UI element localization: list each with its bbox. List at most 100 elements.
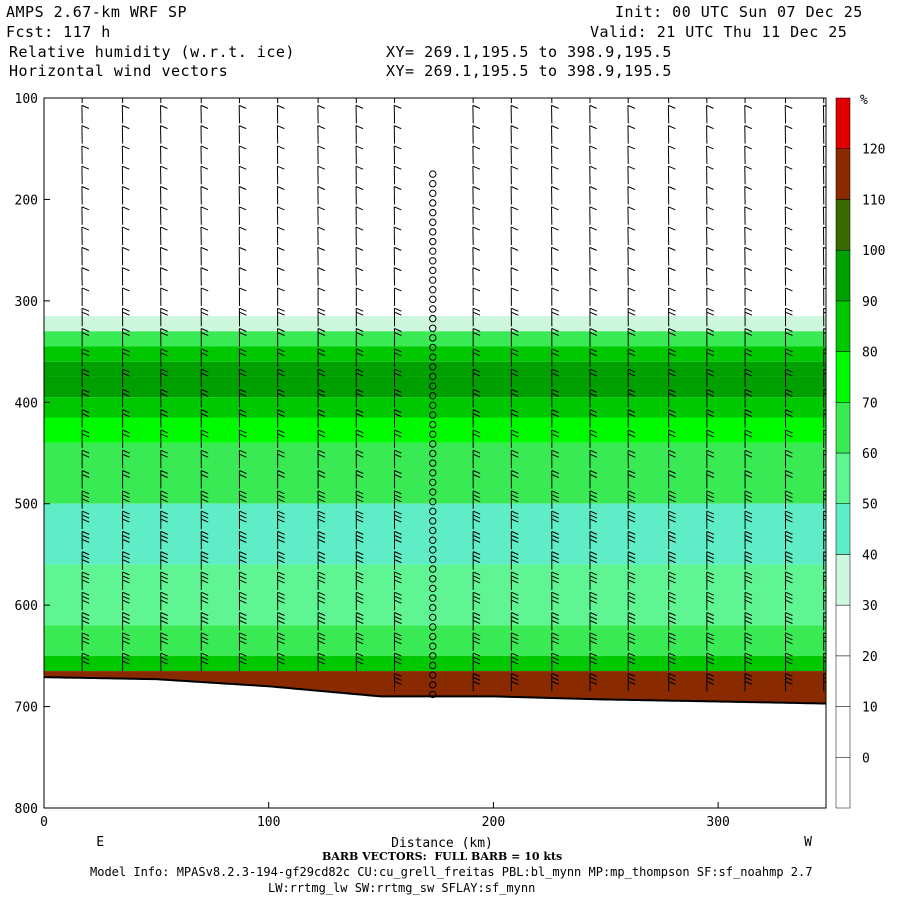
- barb-feather: [122, 559, 130, 564]
- barb-feather: [394, 392, 402, 397]
- barb-feather: [239, 307, 247, 312]
- calm-wind-circle: [429, 180, 437, 188]
- barb-feather: [785, 660, 793, 665]
- calm-wind-circle: [429, 536, 437, 544]
- barb-feather: [472, 595, 481, 600]
- barb-feather: [627, 409, 636, 414]
- barb-feather: [238, 206, 247, 211]
- barb-feather: [706, 165, 714, 170]
- barb-feather: [239, 433, 247, 438]
- barb-feather: [317, 413, 326, 418]
- barb-feather: [200, 372, 209, 377]
- barb-feather: [589, 579, 598, 584]
- barb-feather: [823, 104, 826, 108]
- barb-feather: [81, 559, 90, 564]
- barb-feather: [277, 514, 285, 519]
- barb-feather: [785, 514, 793, 519]
- barb-feather: [589, 551, 598, 556]
- barb-feather: [589, 186, 597, 190]
- barb-feather: [239, 534, 247, 539]
- barb-feather: [627, 206, 636, 211]
- barb-feather: [823, 534, 826, 537]
- barb-feather: [160, 388, 168, 393]
- barb-feather: [551, 392, 559, 397]
- barb-feather: [160, 498, 168, 503]
- barb-feather: [823, 490, 826, 493]
- barb-feather: [823, 530, 826, 533]
- barb-feather: [317, 392, 326, 397]
- barb-feather: [239, 474, 247, 478]
- barb-feather: [239, 413, 247, 418]
- barb-feather: [394, 307, 402, 312]
- barb-feather: [356, 307, 364, 312]
- barb-feather: [706, 538, 714, 543]
- barb-feather: [744, 470, 753, 474]
- barb-feather: [668, 348, 676, 353]
- colorbar-label: 100: [862, 244, 885, 259]
- barb-feather: [356, 575, 364, 580]
- barb-feather: [81, 352, 90, 357]
- barb-feather: [668, 510, 676, 515]
- barb-feather: [589, 104, 597, 109]
- colorbar-label: 110: [862, 193, 885, 208]
- barb-feather: [744, 510, 753, 515]
- barb-feather: [511, 579, 519, 584]
- barb-feather: [200, 518, 209, 523]
- calm-wind-circle: [429, 218, 437, 226]
- colorbar-label: 60: [862, 447, 878, 462]
- barb-feather: [511, 660, 519, 665]
- barb-feather: [394, 616, 402, 620]
- barb-feather: [472, 474, 481, 478]
- barb-feather: [744, 145, 752, 150]
- barb-feather: [511, 510, 519, 515]
- calm-wind-circle: [429, 478, 437, 487]
- barb-feather: [668, 429, 676, 434]
- barb-feather: [355, 104, 364, 109]
- barb-feather: [394, 328, 402, 332]
- barb-feather: [744, 559, 753, 564]
- barb-feather: [511, 328, 519, 332]
- barb-feather: [200, 514, 209, 519]
- barb-feather: [627, 636, 636, 641]
- barb-feather: [627, 474, 636, 478]
- barb-feather: [81, 551, 90, 556]
- barb-feather: [511, 388, 519, 393]
- barb-feather: [160, 267, 168, 272]
- barb-feather: [785, 632, 793, 637]
- barb-feather: [785, 85, 792, 88]
- barb-feather: [668, 599, 676, 604]
- barb-feather: [589, 328, 598, 332]
- calm-wind-circle: [429, 334, 437, 342]
- calm-wind-circle: [429, 314, 437, 323]
- barb-feather: [394, 656, 402, 661]
- barb-feather: [122, 636, 130, 641]
- calm-wind-circle: [429, 459, 437, 467]
- barb-feather: [668, 575, 676, 580]
- barb-feather: [823, 409, 826, 412]
- barb-feather: [823, 226, 826, 229]
- barb-feather: [706, 433, 714, 438]
- barb-column: [238, 98, 247, 672]
- barb-feather: [627, 616, 636, 620]
- barb-feather: [627, 104, 636, 109]
- barb-feather: [472, 287, 481, 292]
- barb-feather: [627, 612, 636, 616]
- barb-feather: [823, 368, 826, 371]
- barb-feather: [472, 348, 481, 353]
- barb-feather: [668, 640, 676, 645]
- barb-feather: [317, 165, 326, 170]
- barb-feather: [551, 595, 559, 600]
- barb-feather: [239, 449, 247, 454]
- barb-feather: [394, 575, 402, 580]
- barb-feather: [511, 514, 519, 519]
- calm-wind-circle: [429, 343, 437, 352]
- barb-feather: [668, 680, 676, 685]
- barb-feather: [394, 579, 402, 584]
- barb-feather: [81, 575, 90, 580]
- barb-feather: [317, 640, 326, 645]
- barb-feather: [785, 307, 793, 312]
- barb-feather: [277, 510, 285, 515]
- barb-feather: [81, 392, 90, 397]
- barb-feather: [356, 311, 364, 316]
